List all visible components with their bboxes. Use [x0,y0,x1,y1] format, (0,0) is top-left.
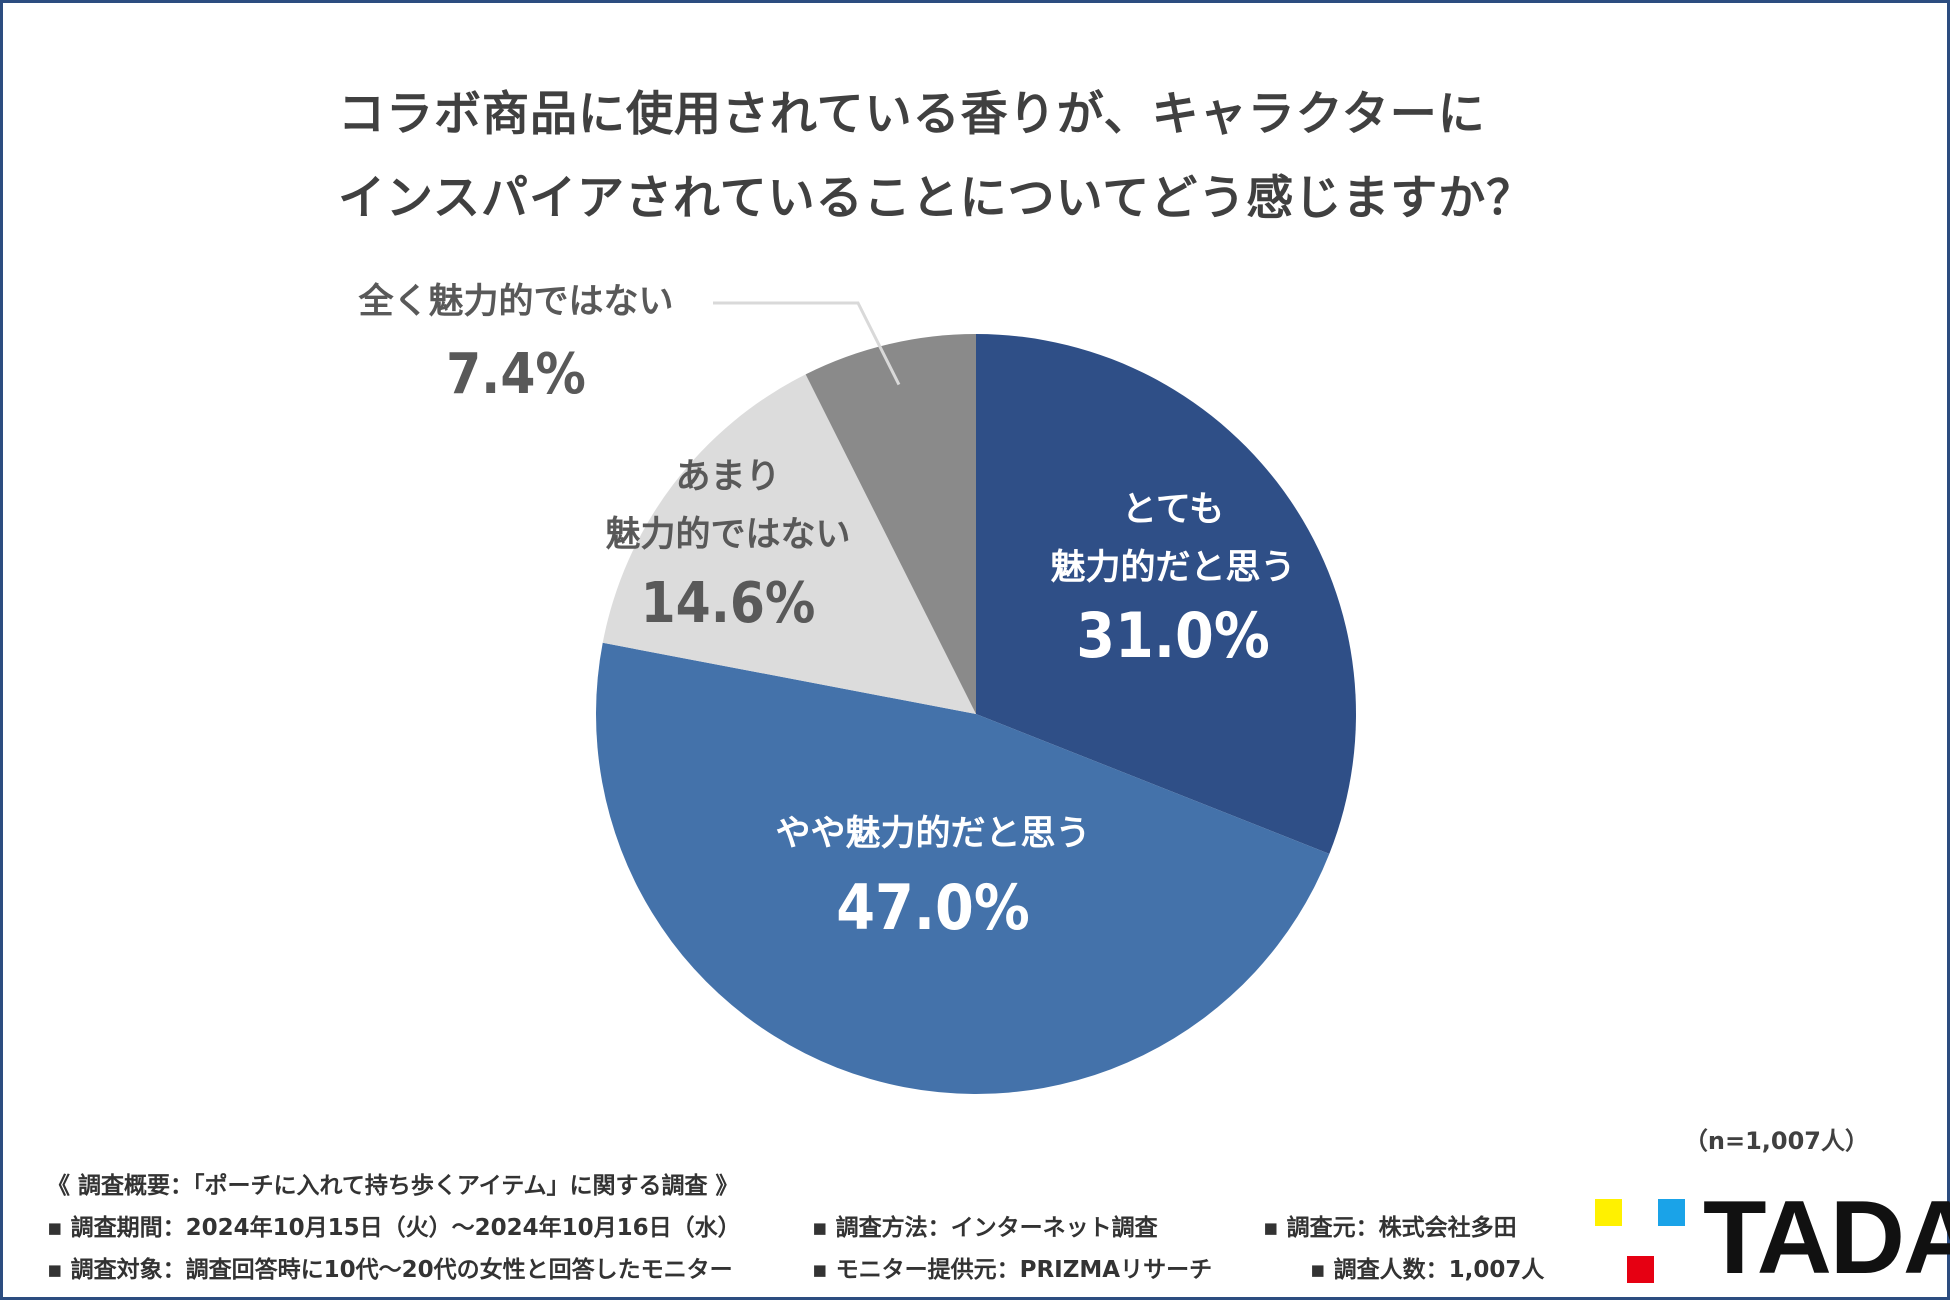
logo-square-yellow [1595,1199,1622,1226]
slice-not-very-attractive-label-line-1: あまり [675,457,780,497]
survey-provider: ▪ モニター提供元：PRIZMAリサーチ [812,1257,1213,1283]
chart-title-line-1: コラボ商品に使用されている香りが、キャラクターに [338,87,1486,142]
slice-not-very-attractive-value-label: 14.6% [641,571,816,636]
slice-somewhat-attractive [595,642,1330,1095]
sample-size-label: （n=1,007人） [1683,1127,1869,1155]
slice-very-attractive-label-line-1: とても [1122,490,1224,530]
slice-not-attractive-at-all-label-line-1: 全く魅力的ではない [357,281,673,322]
slice-somewhat-attractive-label-line-1: やや魅力的だと思う [775,814,1090,854]
slice-not-attractive-at-all-value-label: 7.4% [446,342,586,407]
survey-heading: 《 調査概要：「ポーチに入れて持ち歩くアイテム」に関する調査 》 [47,1173,739,1199]
slice-very-attractive [976,334,1357,854]
logo-square-red [1627,1256,1654,1283]
survey-period: ▪ 調査期間：2024年10月15日（火）〜2024年10月16日（水） [47,1215,741,1241]
slice-not-very-attractive-label-line-2: 魅力的ではない [605,515,850,555]
survey-row-2: ▪ 調査対象：調査回答時に10代〜20代の女性と回答したモニター ▪ モニター提… [47,1249,1544,1291]
slice-very-attractive-value-label: 31.0% [1076,599,1270,672]
chart-title-line-2: インスパイアされていることについてどう感じますか？ [338,171,1535,226]
slice-not-very-attractive [602,374,976,714]
slice-very-attractive-label-line-2: 魅力的だと思う [1050,548,1295,588]
survey-source: ▪ 調査元：株式会社多田 [1263,1215,1517,1241]
tada-logo-mark [1595,1199,1685,1289]
chart-title: コラボ商品に使用されている香りが、キャラクターに インスパイアされていることにつ… [338,73,1534,241]
survey-heading-row: 《 調査概要：「ポーチに入れて持ち歩くアイテム」に関する調査 》 [47,1165,739,1207]
tada-logo-text: TADA [1703,1180,1950,1296]
logo-square-blue [1658,1199,1685,1226]
survey-count: ▪ 調査人数：1,007人 [1310,1257,1545,1283]
leader-line-not-attractive-at-all [713,301,901,386]
survey-target: ▪ 調査対象：調査回答時に10代〜20代の女性と回答したモニター [47,1257,733,1283]
survey-method: ▪ 調査方法：インターネット調査 [812,1215,1158,1241]
slice-somewhat-attractive-value-label: 47.0% [836,871,1030,944]
survey-row-1: ▪ 調査期間：2024年10月15日（火）〜2024年10月16日（水） ▪ 調… [47,1207,1517,1249]
survey-summary: 《 調査概要：「ポーチに入れて持ち歩くアイテム」に関する調査 》 ▪ 調査期間：… [47,1165,1544,1291]
slice-not-attractive-at-all [805,334,976,714]
